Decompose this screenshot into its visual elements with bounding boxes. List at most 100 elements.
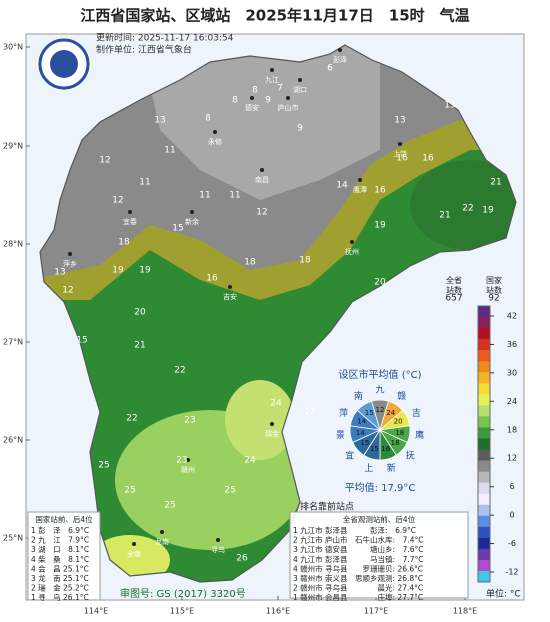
colorbar-tick-label: 0 [509,511,514,520]
colorbar-swatch [478,405,490,417]
city-label: 吉安 [223,292,237,301]
station-value: 18 [299,256,311,266]
review-number: 审图号: GS (2017) 3320号 [120,587,246,600]
station-value: 8 [205,114,211,124]
pie-value: 18 [395,429,404,437]
station-value: 25 [124,486,135,496]
pie-value: 20 [394,418,403,426]
city-dot [286,96,290,100]
station-value: 26 [236,554,248,564]
colorbar-tick-label: 12 [507,454,517,463]
city-dot [358,178,362,182]
pie-name: 萍 [339,408,348,419]
lon-label: 117°E [364,607,388,616]
station-value: 15 [172,224,183,234]
station-value: 13 [154,116,165,126]
city-dot [270,68,274,72]
ranking-title: 排名靠前站点 [300,501,354,513]
lon-label: 116°E [266,607,290,616]
station-value: 18 [244,258,256,268]
city-label: 全南 [127,549,141,558]
producer: 制作单位: 江西省气象台 [96,44,192,56]
pie-name: 九 [375,385,384,396]
table-row: 4 会 昌 25.1°C [31,563,89,573]
city-label: 德安 [245,103,259,112]
pie-title: 设区市平均值 (°C) [339,368,422,381]
lat-label: 25°N [3,534,23,543]
city-label: 瑞金 [265,429,279,438]
province-border [39,44,517,583]
colorbar-swatch [478,460,490,473]
pie-name: 赣 [397,390,406,402]
count-label-line: 全省 [446,275,462,285]
station-value: 16 [206,274,218,284]
station-value: 24 [244,456,256,466]
count-value: 657 [445,294,462,304]
station-value: 25 [98,461,109,471]
station-value: 11 [139,178,150,188]
colorbar-swatch [478,416,490,428]
station-value: 20 [134,308,146,318]
colorbar-frame [477,305,491,583]
colorbar-swatch [478,537,490,550]
table-header: 国家站前、后4位 [35,514,93,524]
city-label: 龙南 [155,537,169,546]
city-dot [128,210,132,214]
pie-slice [356,400,381,432]
city-dot [132,542,136,546]
pie-name: 新 [387,462,396,474]
table-row: 3 赣州市 崇义县 思顺乡观测: 26.8°C [293,573,423,583]
table-row: 3 龙 南 25.1°C [31,573,89,583]
city-dot [68,252,72,256]
colorbar-tick-label: 24 [507,397,517,406]
colorbar-swatch [478,559,490,572]
table-row: 1 彭 泽 6.9°C [31,525,89,535]
city-dot [250,96,254,100]
pie-value: 24 [386,409,395,417]
city-label: 湖口 [293,85,307,94]
city-dot [160,530,164,534]
lon-label: 114°E [84,607,108,616]
pie-value: 15 [365,409,374,417]
pie-value: 14 [356,429,365,437]
colorbar-tick-label: -6 [508,539,516,548]
station-value: 21 [134,341,145,351]
pie-name: 抚 [406,450,415,462]
table-row: 1 寻 乌 26.1°C [31,592,89,602]
city-dot [260,168,264,172]
station-value: 13 [54,268,65,278]
station-value: 12 [112,196,123,206]
station-value: 25 [164,501,175,511]
station-value: 14 [336,181,348,191]
colorbar-swatch [478,449,490,462]
colorbar-tick-label: 6 [509,482,514,491]
lon-label: 118°E [453,607,477,616]
station-value: 19 [139,266,151,276]
station-value: 16 [374,186,386,196]
pie-average: 平均值: 17.9°C [345,481,416,494]
station-value: 22 [126,414,137,424]
city-dot [350,240,354,244]
city-dot [398,142,402,146]
colorbar-swatch [478,306,490,318]
colorbar-swatch [478,339,490,351]
table-row: 4 柴 桑 8.1°C [31,554,89,564]
station-value: 25 [224,486,235,496]
count-label: 国家站数 [486,275,502,295]
station-value: 22 [174,366,185,376]
station-value: 7 [277,84,283,94]
colorbar-swatch [478,548,490,561]
station-value: 9 [297,124,303,134]
pie-name: 上 [364,463,373,474]
city-label: 抚州 [345,247,359,256]
city-dot [298,78,302,82]
city-dot [213,130,217,134]
city-label: 庐山市 [278,103,299,112]
pie-name: 吉 [412,408,421,419]
colorbar-swatch [478,482,490,495]
count-label-line: 国家 [486,275,502,285]
pie-value: 15 [370,445,379,453]
lon-label: 115°E [170,607,194,616]
table-row: 2 赣州市 寻乌县 晨光: 27.4°C [293,583,423,593]
table-row: 2 瑞 金 25.2°C [31,583,89,593]
